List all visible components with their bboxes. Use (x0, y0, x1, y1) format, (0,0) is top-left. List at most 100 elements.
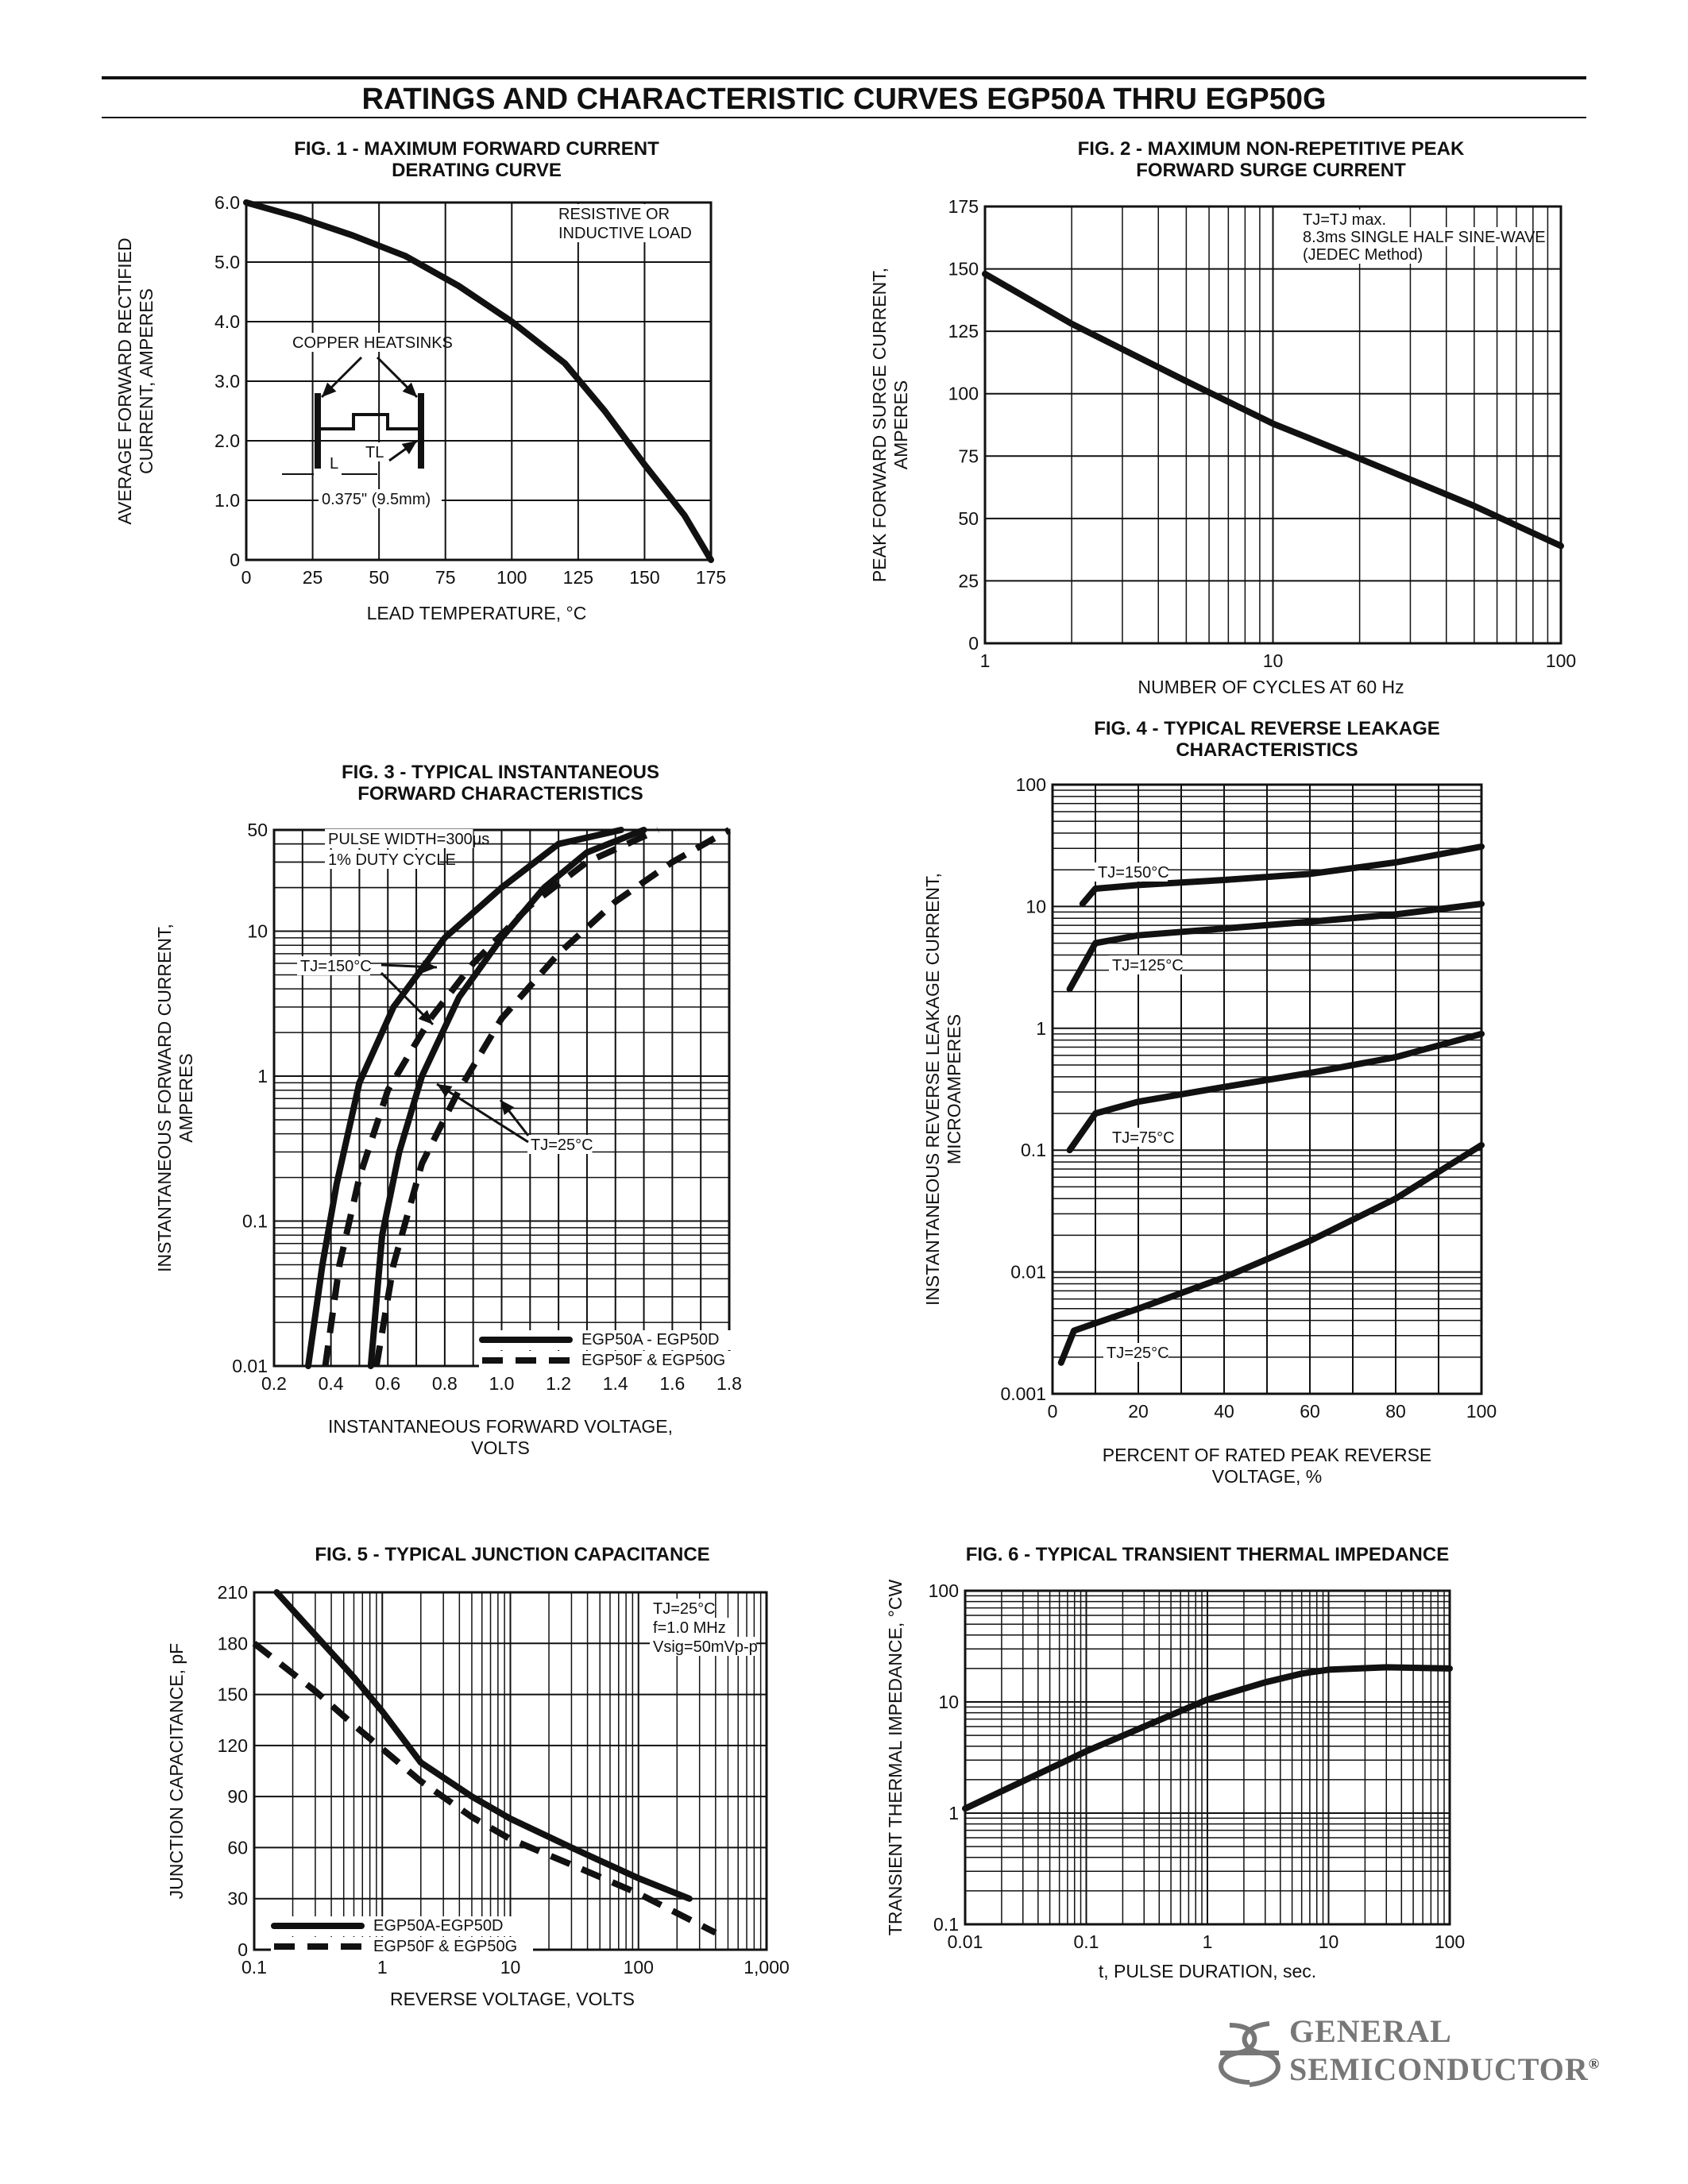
fig1-x-tick-label: 150 (629, 567, 659, 588)
fig2-y-tick-label: 75 (958, 446, 979, 466)
fig3-tj25-label-bg (527, 1135, 593, 1154)
fig1-y-axis-label: AVERAGE FORWARD RECTIFIED (114, 237, 135, 524)
fig3-grid (273, 829, 730, 1367)
fig3-y-tick-label: 10 (247, 921, 268, 942)
fig5-title: FIG. 5 - TYPICAL JUNCTION CAPACITANCE (315, 1544, 709, 1565)
fig1-series-1 (243, 199, 714, 563)
fig4-x-tick-label: 60 (1300, 1401, 1320, 1422)
fig1-x-tick-label: 0 (241, 567, 252, 588)
fig3-x-tick-label: 1.8 (717, 1373, 742, 1394)
fig1-x-tick-label: 50 (369, 567, 389, 588)
heatsink-arrow-left-head (322, 382, 337, 397)
page-title: RATINGS AND CHARACTERISTIC CURVES EGP50A… (361, 83, 1327, 116)
fig2-conditions-note: (JEDEC Method) (1303, 246, 1423, 264)
fig4-plot-frame (1051, 783, 1483, 1395)
fig1-load-note-bg (555, 223, 678, 242)
fig1-y-tick-label: 0 (230, 550, 240, 570)
title-underline (102, 117, 1586, 118)
fig6-x-tick-label: 1 (1203, 1931, 1213, 1952)
fig3-x-tick-label: 0.6 (375, 1373, 400, 1394)
fig3-pulse-note: PULSE WIDTH=300μs (328, 831, 489, 848)
fig5-series-1 (273, 1589, 693, 1902)
fig1-l-label-bg (326, 453, 342, 473)
fig5-y-tick-label: 120 (218, 1735, 248, 1756)
fig1-y-tick-label: 4.0 (214, 311, 240, 332)
fig4-tj25-label: TJ=25°C (1107, 1345, 1169, 1362)
fig1-load-note: RESISTIVE OR (558, 206, 670, 223)
fig6-y-tick-label: 100 (929, 1580, 959, 1601)
fig1-y-tick-label: 2.0 (214, 430, 240, 451)
fig5-y-tick-label: 30 (227, 1889, 248, 1909)
fig1-x-tick-label: 125 (563, 567, 593, 588)
fig3-pulse-note: 1% DUTY CYCLE (328, 851, 456, 869)
fig3-x-axis-label: INSTANTANEOUS FORWARD VOLTAGE, (328, 1416, 673, 1437)
fig2-y-axis-label: AMPERES (890, 380, 911, 469)
fig5-y-tick-label: 0 (238, 1939, 248, 1960)
fig2-conditions-note: TJ=TJ max. (1303, 211, 1386, 229)
fig1-title: FIG. 1 - MAXIMUM FORWARD CURRENT (294, 138, 659, 160)
fig3-arrow-25b-head (500, 1100, 515, 1116)
fig3-x-tick-label: 0.2 (261, 1373, 287, 1394)
fig5-legend-label: EGP50A-EGP50D (373, 1917, 503, 1935)
logo-line-2: SEMICONDUCTOR® (1289, 2051, 1600, 2088)
fig4-y-tick-label: 0.1 (1021, 1140, 1046, 1160)
fig3-x-tick-label: 1.6 (659, 1373, 685, 1394)
fig2-title: FIG. 2 - MAXIMUM NON-REPETITIVE PEAK (1078, 138, 1465, 160)
fig5-x-tick-label: 1 (377, 1957, 388, 1978)
fig3-legend-label: EGP50F & EGP50G (581, 1352, 725, 1369)
fig1-x-tick-label: 100 (496, 567, 527, 588)
fig2-conditions-note-bg (1300, 227, 1532, 246)
fig4-series-3 (1066, 1030, 1485, 1154)
fig3-y-axis-label: INSTANTANEOUS FORWARD CURRENT, (154, 924, 175, 1272)
fig4-x-tick-label: 20 (1128, 1401, 1149, 1422)
fig4-y-tick-label: 0.001 (1000, 1383, 1046, 1404)
fig1-y-tick-label: 3.0 (214, 371, 240, 392)
fig1-tl-label-bg (362, 442, 385, 461)
fig1-heatsink-diagram (282, 356, 424, 475)
fig1-load-note-bg (555, 204, 662, 223)
fig1-l-label: L (330, 455, 338, 473)
fig5-conditions-note: f=1.0 MHz (653, 1619, 726, 1637)
fig1-chart: FIG. 1 - MAXIMUM FORWARD CURRENTDERATING… (114, 138, 726, 623)
fig1-y-tick-label: 1.0 (214, 490, 240, 511)
fig5-y-tick-label: 150 (218, 1684, 248, 1705)
fig6-x-tick-label: 0.1 (1074, 1931, 1099, 1952)
fig4-y-tick-label: 1 (1036, 1018, 1046, 1039)
fig2-conditions-note-bg (1300, 210, 1389, 229)
fig2-y-tick-label: 25 (958, 570, 979, 591)
fig4-x-axis-label: PERCENT OF RATED PEAK REVERSE (1103, 1445, 1432, 1465)
fig1-x-tick-label: 75 (435, 567, 456, 588)
fig3-series-4 (373, 827, 731, 1367)
fig5-conditions-note-bg (650, 1618, 732, 1637)
fig5-y-tick-label: 180 (218, 1633, 248, 1653)
fig6-grid (964, 1590, 1450, 1925)
fig4-x-tick-label: 40 (1214, 1401, 1234, 1422)
fig4-y-tick-label: 0.01 (1010, 1262, 1046, 1283)
fig5-y-tick-label: 60 (227, 1837, 248, 1858)
fig3-pulse-note-bg (325, 850, 440, 869)
fig2-chart: FIG. 2 - MAXIMUM NON-REPETITIVE PEAKFORW… (869, 138, 1576, 697)
fig4-tj125-label-bg (1109, 955, 1182, 974)
fig3-y-tick-label: 0.1 (242, 1211, 268, 1232)
fig2-x-tick-label: 10 (1263, 650, 1284, 671)
fig3-pulse-note-bg (325, 829, 473, 848)
fig5-conditions-note: TJ=25°C (653, 1600, 716, 1618)
fig4-series-2 (1066, 901, 1485, 993)
fig2-y-tick-label: 175 (948, 196, 979, 217)
fig3-x-tick-label: 0.8 (432, 1373, 458, 1394)
fig4-x-tick-label: 80 (1385, 1401, 1406, 1422)
fig3-x-tick-label: 1.4 (603, 1373, 628, 1394)
fig3-legend-label: EGP50A - EGP50D (581, 1331, 719, 1349)
fig3-title: FIG. 3 - TYPICAL INSTANTANEOUS (342, 762, 659, 783)
fig6-y-tick-label: 1 (948, 1803, 959, 1823)
tl-arrow-head (401, 441, 417, 454)
fig6-chart: FIG. 6 - TYPICAL TRANSIENT THERMAL IMPED… (885, 1544, 1465, 1981)
fig2-series-1 (982, 270, 1564, 550)
fig3-series-1 (305, 827, 624, 1369)
fig6-y-tick-label: 10 (938, 1692, 959, 1712)
fig3-y-tick-label: 0.01 (232, 1356, 268, 1376)
fig5-x-tick-label: 100 (624, 1957, 654, 1978)
fig4-tj75-label-bg (1109, 1128, 1174, 1147)
